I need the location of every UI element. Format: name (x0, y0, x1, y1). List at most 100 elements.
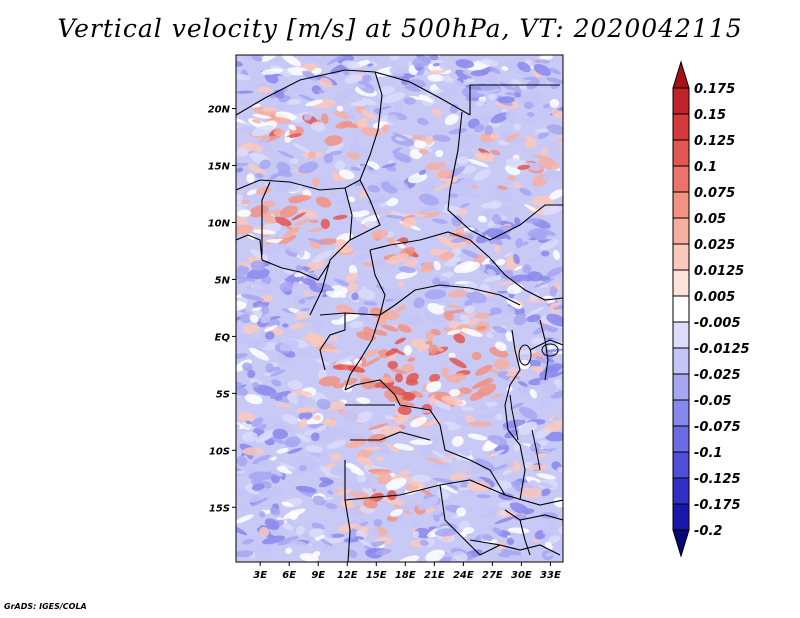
velocity-cell (360, 214, 380, 225)
colorbar-label: -0.0125 (694, 342, 750, 357)
velocity-cell (513, 56, 537, 62)
velocity-cell (397, 405, 412, 416)
velocity-cell (527, 227, 547, 238)
velocity-cell (349, 516, 367, 525)
colorbar-segment (672, 269, 690, 297)
velocity-cell (342, 409, 359, 422)
velocity-cell (318, 369, 327, 380)
velocity-cell (261, 68, 283, 75)
velocity-cell (506, 460, 515, 468)
velocity-cell (404, 314, 422, 327)
velocity-cell (459, 231, 484, 237)
velocity-cell (451, 80, 463, 90)
velocity-cell (418, 193, 440, 206)
velocity-cell (344, 74, 363, 84)
colorbar-label: 0.15 (694, 108, 726, 123)
velocity-cell (372, 178, 388, 187)
velocity-cell (256, 459, 274, 468)
colorbar-segment (672, 217, 690, 245)
velocity-cell (247, 489, 259, 495)
velocity-cell (497, 96, 515, 104)
velocity-cell (546, 266, 563, 278)
velocity-cell (515, 237, 524, 248)
velocity-cell (242, 362, 253, 372)
velocity-cell (236, 333, 251, 344)
velocity-cell (465, 414, 475, 423)
velocity-cell (352, 82, 366, 88)
velocity-cell (387, 159, 394, 164)
velocity-cell (335, 239, 349, 250)
velocity-cell (283, 508, 306, 519)
velocity-cell (448, 289, 469, 298)
velocity-cell (322, 427, 339, 438)
velocity-cell (538, 159, 560, 170)
velocity-cell (356, 456, 374, 467)
velocity-cell (475, 99, 487, 107)
velocity-cell (339, 312, 360, 323)
velocity-cell (348, 264, 358, 276)
velocity-cell (535, 429, 551, 439)
colorbar-label: -0.1 (694, 446, 722, 461)
velocity-cell (536, 473, 556, 480)
velocity-cell (522, 264, 532, 274)
velocity-cell (257, 423, 267, 431)
velocity-cell (272, 428, 288, 440)
velocity-cell (351, 134, 360, 143)
velocity-cell (434, 528, 457, 537)
velocity-cell (410, 338, 426, 348)
velocity-cell (432, 62, 441, 67)
longitude-axis: 3E 6E 9E 12E 15E 18E 21E 24E 27E 30E 33E (253, 562, 561, 581)
velocity-cell (502, 419, 526, 428)
velocity-cell (305, 445, 323, 453)
velocity-cell (427, 302, 445, 315)
country-borders (236, 69, 563, 562)
velocity-cell (356, 474, 367, 483)
velocity-cell (334, 356, 354, 365)
velocity-cell (549, 98, 560, 108)
velocity-cell (536, 452, 548, 459)
velocity-cell (386, 114, 399, 124)
velocity-cell (479, 410, 501, 419)
velocity-cell (319, 77, 333, 88)
velocity-cell (398, 499, 420, 512)
velocity-cell (478, 402, 489, 410)
velocity-cell (271, 379, 282, 387)
velocity-cell (322, 436, 335, 443)
colorbar-label: -0.05 (694, 394, 731, 409)
velocity-cell (295, 432, 311, 443)
velocity-cell (401, 217, 417, 228)
velocity-cell (438, 455, 454, 462)
velocity-cell (259, 504, 273, 511)
velocity-cell (486, 296, 509, 309)
velocity-cell (441, 92, 451, 101)
colorbar-label: 0.025 (694, 238, 735, 253)
velocity-cell (309, 241, 322, 249)
velocity-cell (302, 290, 313, 297)
velocity-cell (432, 182, 453, 192)
velocity-cell (251, 119, 262, 124)
velocity-cell (427, 74, 445, 82)
velocity-cell (298, 209, 319, 218)
velocity-cell (329, 466, 352, 477)
velocity-cell (483, 275, 504, 283)
velocity-cell (317, 89, 325, 94)
velocity-cell (375, 548, 392, 556)
velocity-cell (404, 85, 421, 92)
velocity-cell (247, 369, 256, 379)
velocity-cell (425, 330, 434, 342)
velocity-cell (360, 127, 381, 137)
velocity-cell (429, 55, 439, 61)
velocity-cell (357, 80, 375, 94)
velocity-cell (483, 506, 499, 519)
velocity-cell (524, 161, 542, 171)
velocity-cell (246, 492, 264, 503)
velocity-cell (312, 177, 320, 187)
velocity-cell (377, 86, 396, 95)
velocity-cell (386, 237, 396, 245)
velocity-cell (459, 314, 470, 323)
velocity-cell (550, 390, 563, 399)
velocity-cell (320, 218, 330, 230)
colorbar-label: 0.0125 (694, 264, 744, 279)
velocity-cell (318, 376, 341, 387)
velocity-cell (367, 169, 378, 176)
